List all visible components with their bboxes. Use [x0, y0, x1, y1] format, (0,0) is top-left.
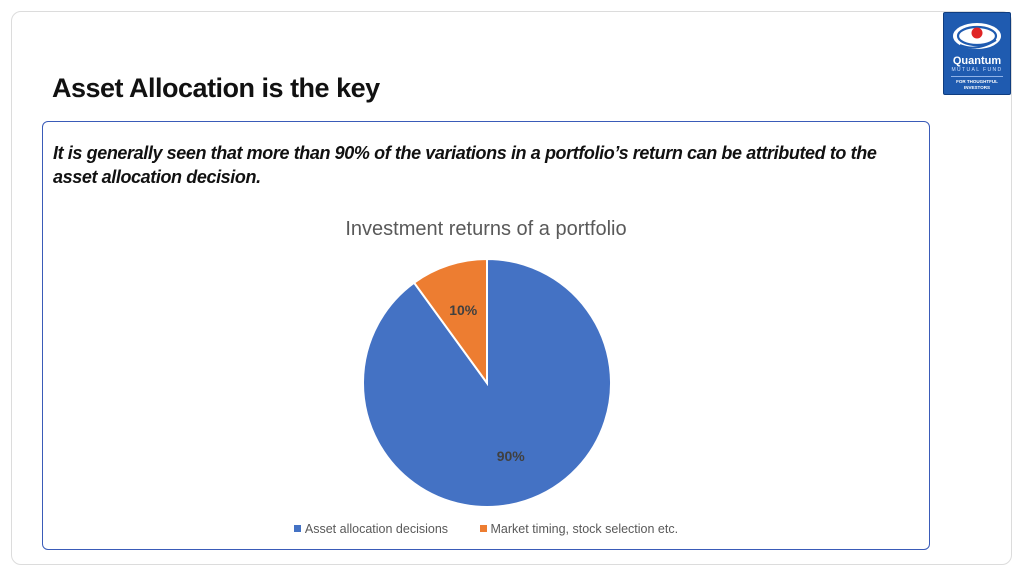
- pie-slice-market-timing: [412, 257, 488, 387]
- legend-swatch-market-timing: [479, 525, 487, 532]
- logo-divider: [951, 76, 1003, 77]
- legend-label: Asset allocation decisions: [304, 522, 449, 536]
- legend-item: Market timing, stock selection etc.: [479, 522, 679, 536]
- logo-tagline-line2: INVESTORS: [964, 85, 990, 90]
- logo-subtitle: MUTUAL FUND: [951, 67, 1003, 73]
- legend-item: Asset allocation decisions: [293, 522, 449, 536]
- data-label-asset-allocation: 90%: [497, 448, 526, 464]
- logo-name: Quantum: [952, 55, 1002, 67]
- chart-title: Investment returns of a portfolio: [345, 218, 627, 240]
- content-box: It is generally seen that more than 90% …: [42, 121, 930, 550]
- quantum-emblem-icon: [953, 23, 1001, 49]
- logo-tagline-line1: FOR THOUGHTFUL: [956, 79, 998, 84]
- slide-title: Asset Allocation is the key: [52, 73, 380, 103]
- pie-chart: 90% 10%: [362, 257, 612, 508]
- quantum-logo: Quantum MUTUAL FUND FOR THOUGHTFUL INVES…: [943, 12, 1011, 95]
- data-label-market-timing: 10%: [449, 302, 478, 318]
- lead-text: It is generally seen that more than 90% …: [53, 143, 877, 187]
- legend-label: Market timing, stock selection etc.: [490, 522, 679, 536]
- chart-legend: Asset allocation decisions Market timing…: [43, 522, 929, 536]
- legend-swatch-asset-allocation: [293, 525, 301, 532]
